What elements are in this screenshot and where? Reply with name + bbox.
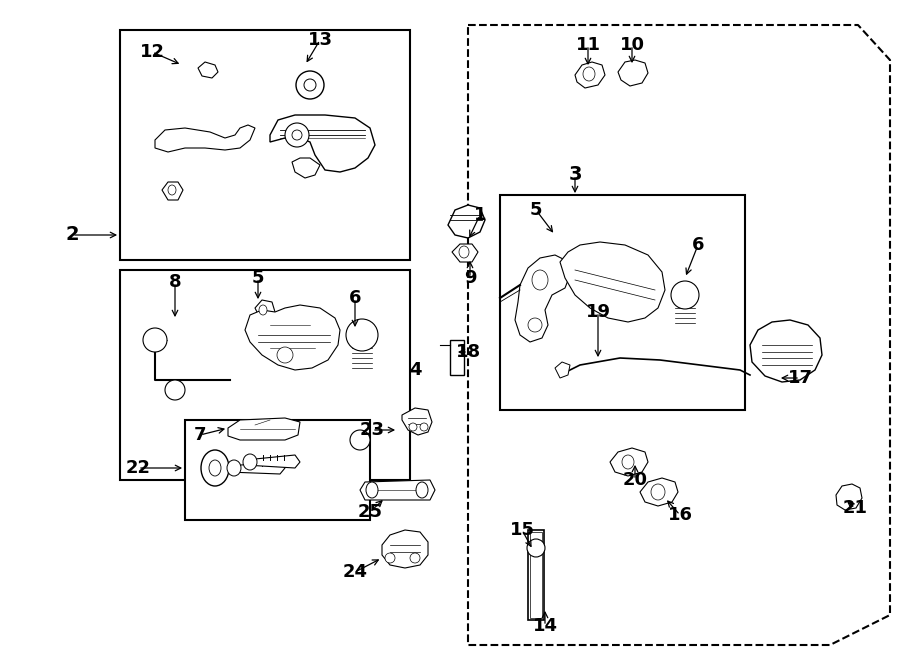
Text: 23: 23 bbox=[359, 421, 384, 439]
Ellipse shape bbox=[459, 246, 469, 258]
Text: 10: 10 bbox=[619, 36, 644, 54]
Polygon shape bbox=[750, 320, 822, 382]
Polygon shape bbox=[255, 300, 275, 320]
Polygon shape bbox=[382, 530, 428, 568]
Text: 3: 3 bbox=[568, 165, 581, 184]
Ellipse shape bbox=[350, 430, 370, 450]
Text: 15: 15 bbox=[509, 521, 535, 539]
Text: 14: 14 bbox=[533, 617, 557, 635]
Bar bbox=[120, 30, 410, 260]
Text: 6: 6 bbox=[349, 289, 361, 307]
Ellipse shape bbox=[532, 270, 548, 290]
Text: 19: 19 bbox=[586, 303, 610, 321]
Ellipse shape bbox=[366, 482, 378, 498]
Polygon shape bbox=[402, 408, 432, 435]
Polygon shape bbox=[162, 182, 183, 200]
Ellipse shape bbox=[277, 347, 293, 363]
Text: 4: 4 bbox=[409, 361, 421, 379]
Ellipse shape bbox=[527, 539, 545, 557]
Ellipse shape bbox=[243, 454, 257, 470]
Bar bbox=[528, 530, 544, 620]
Polygon shape bbox=[198, 62, 218, 78]
Ellipse shape bbox=[259, 305, 267, 315]
Polygon shape bbox=[555, 362, 570, 378]
Bar bbox=[185, 420, 370, 520]
Ellipse shape bbox=[416, 482, 428, 498]
Polygon shape bbox=[610, 448, 648, 476]
Ellipse shape bbox=[346, 319, 378, 351]
Text: 5: 5 bbox=[530, 201, 542, 219]
Ellipse shape bbox=[209, 460, 221, 476]
Ellipse shape bbox=[168, 185, 176, 195]
Ellipse shape bbox=[420, 423, 428, 431]
Text: 2: 2 bbox=[65, 225, 79, 245]
Polygon shape bbox=[245, 455, 300, 468]
Text: 18: 18 bbox=[455, 343, 481, 361]
Polygon shape bbox=[452, 244, 478, 262]
Text: 12: 12 bbox=[140, 43, 165, 61]
Polygon shape bbox=[270, 115, 375, 172]
Polygon shape bbox=[560, 242, 665, 322]
Ellipse shape bbox=[622, 455, 634, 469]
Polygon shape bbox=[360, 480, 435, 500]
Ellipse shape bbox=[227, 460, 241, 476]
Polygon shape bbox=[515, 255, 570, 342]
Text: 8: 8 bbox=[168, 273, 181, 291]
Ellipse shape bbox=[410, 553, 420, 563]
Text: 22: 22 bbox=[125, 459, 150, 477]
Polygon shape bbox=[292, 158, 320, 178]
Ellipse shape bbox=[409, 423, 417, 431]
Text: 13: 13 bbox=[308, 31, 332, 49]
Polygon shape bbox=[228, 462, 285, 474]
Text: 16: 16 bbox=[668, 506, 692, 524]
Ellipse shape bbox=[651, 484, 665, 500]
Ellipse shape bbox=[671, 281, 699, 309]
Ellipse shape bbox=[304, 79, 316, 91]
Ellipse shape bbox=[528, 318, 542, 332]
Polygon shape bbox=[575, 62, 605, 88]
Ellipse shape bbox=[165, 380, 185, 400]
Text: 6: 6 bbox=[692, 236, 704, 254]
Ellipse shape bbox=[285, 123, 309, 147]
Bar bbox=[120, 270, 410, 480]
Bar bbox=[500, 195, 745, 410]
Text: 1: 1 bbox=[473, 206, 486, 224]
Ellipse shape bbox=[143, 328, 167, 352]
Ellipse shape bbox=[385, 553, 395, 563]
Text: 24: 24 bbox=[343, 563, 367, 581]
Polygon shape bbox=[448, 205, 485, 238]
Ellipse shape bbox=[583, 67, 595, 81]
Text: 9: 9 bbox=[464, 269, 476, 287]
Polygon shape bbox=[228, 418, 300, 440]
Polygon shape bbox=[155, 125, 255, 152]
Ellipse shape bbox=[201, 450, 229, 486]
Ellipse shape bbox=[292, 130, 302, 140]
Polygon shape bbox=[836, 484, 862, 510]
Bar bbox=[450, 340, 464, 375]
Text: 25: 25 bbox=[357, 503, 382, 521]
Text: 7: 7 bbox=[194, 426, 206, 444]
Text: 17: 17 bbox=[788, 369, 813, 387]
Bar bbox=[530, 532, 542, 618]
Text: 5: 5 bbox=[252, 269, 265, 287]
Ellipse shape bbox=[296, 71, 324, 99]
Polygon shape bbox=[640, 478, 678, 506]
Polygon shape bbox=[245, 305, 340, 370]
Text: 11: 11 bbox=[575, 36, 600, 54]
Text: 20: 20 bbox=[623, 471, 647, 489]
Text: 21: 21 bbox=[842, 499, 868, 517]
Polygon shape bbox=[618, 60, 648, 86]
